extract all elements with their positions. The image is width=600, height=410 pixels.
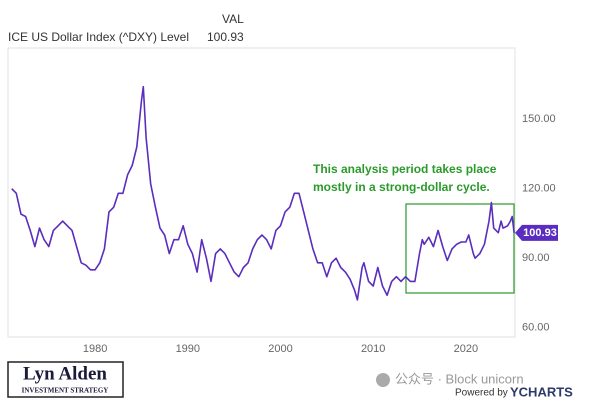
wechat-icon [376,373,390,387]
y-tick-label: 150.00 [522,113,556,125]
header-column: VAL [222,12,244,26]
last-value-label: 100.93 [523,227,557,239]
header-value: 100.93 [207,30,244,44]
y-tick-label: 90.00 [522,252,550,264]
annotation: mostly in a strong-dollar cycle. [313,180,490,194]
plot-frame [7,47,516,338]
logo-box [7,361,124,398]
provider: YCHARTS [510,384,573,399]
x-tick-label: 2010 [361,343,385,355]
x-tick-label: 2000 [268,343,292,355]
line [11,85,515,301]
logo-name: Lyn Alden [23,363,107,384]
series-name: ICE US Dollar Index (^DXY) Level [8,30,189,44]
watermark: 公众号 · Block unicorn [395,371,524,386]
plot: 60.00 90.00 120.00 150.00 1980 1990 2000 2010 20… [11,85,558,355]
highlight-box [405,203,515,294]
x-tick-label: 1990 [176,343,200,355]
powered-by: Powered by [455,388,508,399]
last-value-tag [515,224,558,241]
x-tick-label: 1980 [83,343,107,355]
annotation: This analysis period takes place [313,162,497,176]
y-tick-label: 120.00 [522,183,556,195]
y-tick-label: 60.00 [522,322,550,334]
logo-tagline: INVESTMENT STRATEGY [22,387,109,395]
x-tick-label: 2020 [454,343,478,355]
